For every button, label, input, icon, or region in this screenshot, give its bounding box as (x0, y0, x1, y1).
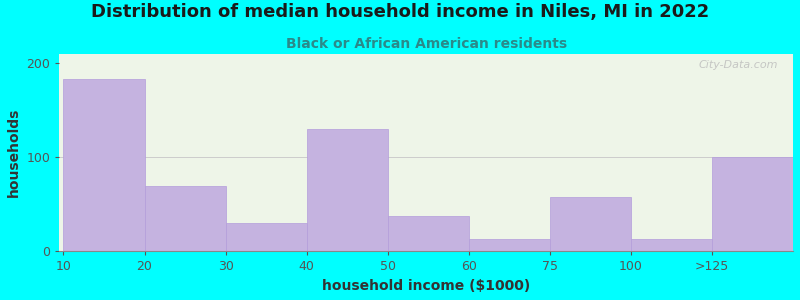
X-axis label: household income ($1000): household income ($1000) (322, 279, 530, 293)
Text: City-Data.com: City-Data.com (699, 60, 778, 70)
Bar (469, 239, 550, 251)
Bar (631, 239, 712, 251)
Bar (388, 216, 469, 251)
Bar (63, 80, 145, 251)
Title: Black or African American residents: Black or African American residents (286, 38, 566, 51)
Bar (145, 186, 226, 251)
Bar (226, 223, 306, 251)
Bar (712, 158, 793, 251)
Y-axis label: households: households (7, 108, 21, 197)
Text: Distribution of median household income in Niles, MI in 2022: Distribution of median household income … (91, 3, 709, 21)
Bar (306, 129, 388, 251)
Bar (550, 197, 631, 251)
